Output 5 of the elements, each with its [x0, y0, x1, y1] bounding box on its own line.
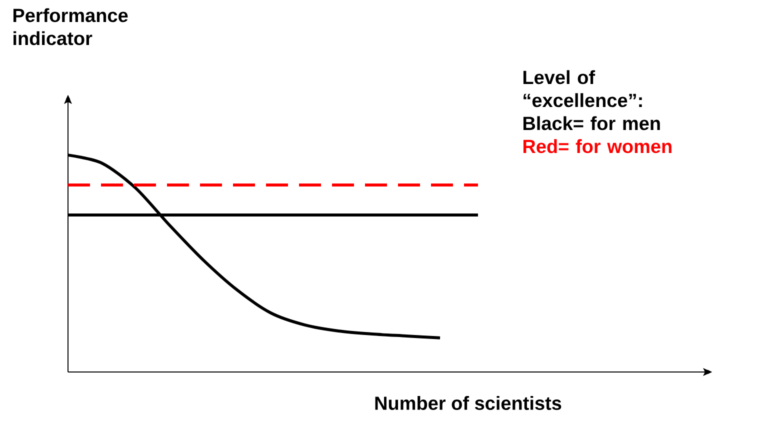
text: Performance indicator — [13, 8, 128, 46]
ref-line-label: Red= for women — [523, 139, 672, 154]
legend-title: Level of “excellence”: — [523, 70, 642, 108]
ref-line-label: Black= for men — [523, 116, 660, 130]
x-axis-title: Number of scientists — [375, 396, 562, 410]
